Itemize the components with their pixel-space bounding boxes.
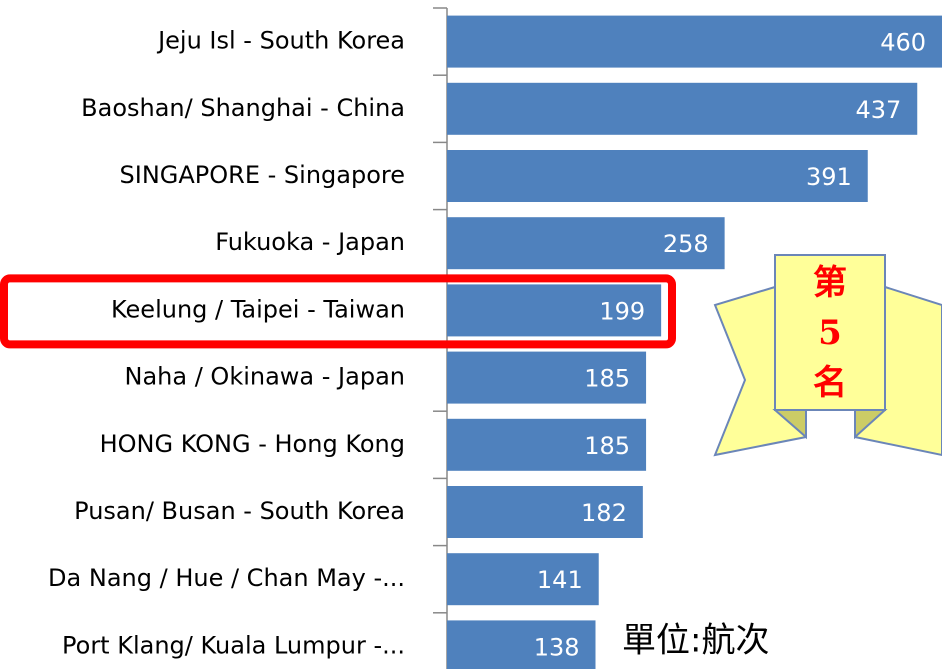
value-label: 258 xyxy=(663,230,709,258)
category-label: Fukuoka - Japan xyxy=(215,228,405,256)
category-label: Baoshan/ Shanghai - China xyxy=(81,94,405,122)
value-label: 391 xyxy=(806,163,852,191)
value-label: 437 xyxy=(855,96,901,124)
value-label: 141 xyxy=(537,566,583,594)
category-label: Naha / Okinawa - Japan xyxy=(125,363,406,391)
category-label: Port Klang/ Kuala Lumpur -... xyxy=(62,631,405,659)
unit-note: 單位:航次 xyxy=(622,621,769,661)
badge-text: 第 xyxy=(813,263,847,303)
category-label: HONG KONG - Hong Kong xyxy=(100,430,405,458)
badge-text: 5 xyxy=(818,313,842,353)
category-label: SINGAPORE - Singapore xyxy=(120,161,405,189)
category-label: Keelung / Taipei - Taiwan xyxy=(111,295,405,323)
category-label: Pusan/ Busan - South Korea xyxy=(74,497,405,525)
badge-text: 名 xyxy=(813,363,847,403)
bar xyxy=(447,150,868,202)
value-label: 185 xyxy=(584,365,630,393)
value-label: 138 xyxy=(534,633,580,661)
bar xyxy=(447,83,917,135)
bar xyxy=(447,16,942,68)
category-label: Jeju Isl - South Korea xyxy=(156,27,405,55)
value-label: 185 xyxy=(584,432,630,460)
value-label: 460 xyxy=(880,29,926,57)
category-label: Da Nang / Hue / Chan May -... xyxy=(48,564,405,592)
value-label: 199 xyxy=(599,297,645,325)
value-label: 182 xyxy=(581,499,627,527)
chart: 第 5 名 單位:航次 Jeju Isl - South Korea 460 Bao… xyxy=(0,0,942,669)
